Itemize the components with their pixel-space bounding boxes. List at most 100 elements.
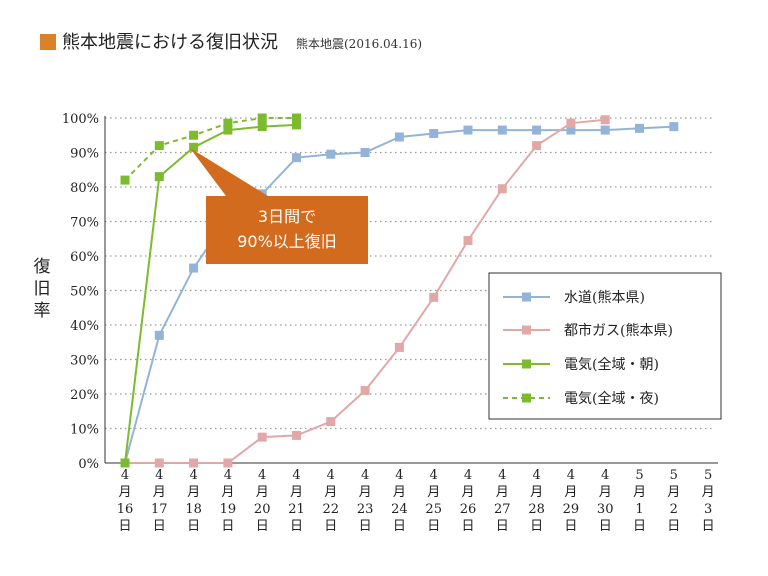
data-point [223, 118, 233, 128]
x-tick-label-part: 16 [117, 502, 134, 517]
x-tick-label-part: 4 [155, 468, 163, 483]
x-tick-label: 4 月 29 日 [563, 468, 580, 534]
x-tick-label-part: 22 [323, 502, 340, 517]
chart-subtitle: 熊本地震(2016.04.16) [296, 37, 423, 51]
x-tick-label-part: 4 [395, 468, 403, 483]
x-tick-label-part: 4 [121, 468, 129, 483]
x-tick-label: 4 月 28 日 [528, 468, 545, 534]
callout-pointer [190, 148, 268, 196]
x-tick-label-part: 月 [290, 485, 303, 500]
legend-label: 都市ガス(熊本県) [564, 322, 673, 339]
x-tick-label-part: 5 [635, 468, 643, 483]
series-electric_morning [120, 120, 301, 468]
data-point [394, 342, 404, 352]
x-tick-label-part: 27 [494, 502, 511, 517]
legend-item: 都市ガス(熊本県) [503, 322, 673, 339]
x-tick-label-part: 日 [324, 519, 337, 534]
legend-swatch-marker [522, 292, 531, 302]
x-tick-label-part: 日 [564, 519, 577, 534]
data-point [120, 175, 130, 185]
data-point [189, 130, 199, 140]
legend-item: 電気(全域・夜) [503, 390, 659, 407]
axis-layer: 0% 10% 20% 30% 40% 50% 60% 70% 80% 90% 100% 4 月 16 日 4 月… [62, 112, 718, 534]
x-tick-label-part: 月 [667, 485, 680, 500]
x-tick-label-part: 4 [498, 468, 506, 483]
x-tick-label-part: 月 [153, 485, 166, 500]
x-tick-label: 5 月 3 日 [702, 468, 715, 534]
x-tick-label-part: 19 [220, 502, 237, 517]
x-tick-label-part: 日 [496, 519, 509, 534]
data-point [223, 125, 233, 135]
x-tick-label-part: 29 [563, 502, 580, 517]
x-tick-label-part: 3 [704, 502, 712, 517]
series-electric_night [120, 113, 301, 185]
x-tick-label-part: 日 [702, 519, 715, 534]
x-tick-label-part: 5 [704, 468, 712, 483]
x-tick-label-part: 4 [532, 468, 540, 483]
x-tick-label: 4 月 17 日 [151, 468, 168, 534]
y-axis-title: 復 旧 率 [34, 257, 51, 321]
data-point [600, 125, 610, 135]
x-tick-label-part: 月 [221, 485, 234, 500]
callout-line-2: 90%以上復旧 [237, 232, 337, 251]
data-point [292, 153, 301, 163]
series-line [124, 123, 297, 464]
y-tick-label: 40% [70, 319, 99, 334]
data-point [566, 118, 576, 128]
x-tick-label-part: 月 [324, 485, 337, 500]
x-tick-label-part: 4 [567, 468, 575, 483]
x-tick-label: 4 月 25 日 [425, 468, 442, 534]
y-tick-label: 0% [78, 457, 99, 472]
x-tick-label-part: 1 [635, 502, 643, 517]
x-tick-label-part: 4 [327, 468, 335, 483]
data-point [635, 123, 644, 133]
x-tick-label-part: 月 [187, 485, 200, 500]
data-point [497, 125, 507, 135]
x-tick-label-part: 日 [290, 519, 303, 534]
y-tick-label: 10% [70, 423, 99, 438]
x-tick-label-part: 28 [528, 502, 545, 517]
data-point [257, 122, 267, 132]
x-tick-label-part: 日 [461, 519, 474, 534]
legend-swatch-marker [522, 393, 531, 403]
x-tick-label: 4 月 18 日 [185, 468, 202, 534]
x-tick-label-part: 日 [359, 519, 372, 534]
data-point [257, 113, 267, 123]
data-point [223, 458, 233, 468]
data-point [120, 458, 130, 468]
x-tick-label-part: 月 [530, 485, 543, 500]
x-tick-label-part: 日 [599, 519, 612, 534]
x-tick-label-part: 25 [425, 502, 442, 517]
legend-swatch-marker [522, 325, 531, 335]
data-point [600, 115, 610, 125]
data-point [189, 142, 199, 152]
x-tick-label-part: 日 [427, 519, 440, 534]
data-point [429, 129, 439, 139]
x-tick-label-part: 月 [427, 485, 440, 500]
x-tick-label-part: 日 [187, 519, 200, 534]
legend-label: 電気(全域・夜) [564, 390, 659, 407]
data-point [154, 141, 164, 151]
y-tick-label: 50% [70, 285, 99, 300]
x-tick-label-part: 26 [460, 502, 477, 517]
x-tick-label-part: 日 [153, 519, 166, 534]
chart-title: 熊本地震における復旧状況 [62, 32, 278, 53]
data-point [154, 172, 164, 182]
data-point [292, 113, 301, 123]
data-point [394, 132, 404, 142]
data-point [669, 122, 679, 132]
x-tick-label-part: 4 [189, 468, 197, 483]
data-point [257, 432, 267, 442]
data-point [154, 458, 164, 468]
x-tick-label: 4 月 20 日 [254, 468, 271, 534]
x-tick-label: 4 月 30 日 [597, 468, 614, 534]
x-tick-label-part: 日 [530, 519, 543, 534]
data-point [292, 430, 301, 440]
x-tick-label-part: 21 [288, 502, 305, 517]
x-tick-label-part: 24 [391, 502, 408, 517]
legend-swatch-marker [522, 359, 531, 369]
y-tick-label: 100% [62, 112, 99, 127]
x-tick-label-part: 月 [118, 485, 131, 500]
y-axis-title-char: 旧 [34, 279, 51, 299]
